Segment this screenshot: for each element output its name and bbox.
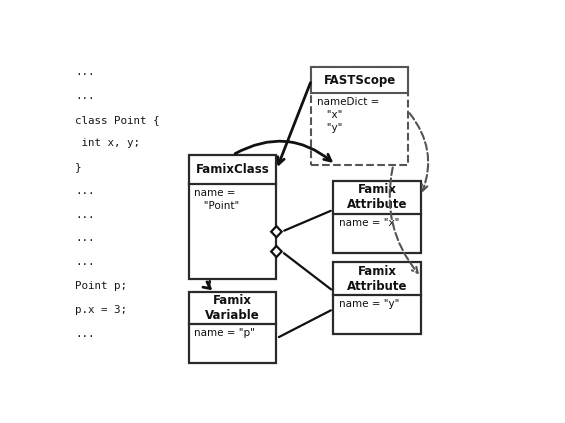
Bar xyxy=(333,181,421,253)
Bar xyxy=(311,67,408,165)
Polygon shape xyxy=(271,246,282,257)
Text: ...: ... xyxy=(75,186,94,196)
Text: ...: ... xyxy=(75,257,94,267)
Text: ...: ... xyxy=(75,329,94,338)
Text: Point p;: Point p; xyxy=(75,281,127,291)
Text: ...: ... xyxy=(75,233,94,244)
Text: FamixClass: FamixClass xyxy=(195,163,270,176)
Text: Famix
Attribute: Famix Attribute xyxy=(347,265,407,293)
Bar xyxy=(189,155,276,279)
Text: name =
   "Point": name = "Point" xyxy=(194,188,240,212)
Bar xyxy=(189,292,276,363)
Bar xyxy=(333,262,421,334)
Text: class Point {: class Point { xyxy=(75,115,159,125)
Text: Famix
Variable: Famix Variable xyxy=(205,294,260,322)
Text: Famix
Attribute: Famix Attribute xyxy=(347,183,407,212)
Text: name = "y": name = "y" xyxy=(338,299,399,309)
Text: ...: ... xyxy=(75,67,94,77)
Text: }: } xyxy=(75,162,81,172)
Polygon shape xyxy=(271,226,282,237)
Text: int x, y;: int x, y; xyxy=(75,138,140,148)
Text: FASTScope: FASTScope xyxy=(324,74,395,87)
Text: name = "x": name = "x" xyxy=(338,217,399,228)
Text: name = "p": name = "p" xyxy=(194,328,255,338)
Bar xyxy=(311,67,408,93)
Text: p.x = 3;: p.x = 3; xyxy=(75,305,127,315)
Text: nameDict =
   "x"
   "y": nameDict = "x" "y" xyxy=(317,97,379,133)
Text: ...: ... xyxy=(75,91,94,101)
Text: ...: ... xyxy=(75,210,94,220)
